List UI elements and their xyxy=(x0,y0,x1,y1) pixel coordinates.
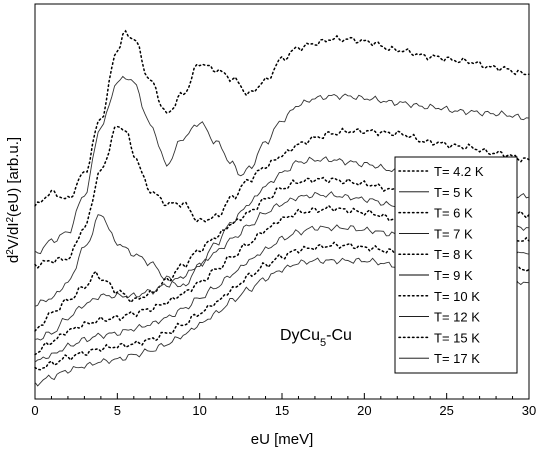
x-axis-label: eU [meV] xyxy=(251,431,314,448)
series-line-1 xyxy=(34,29,530,207)
series-line-3 xyxy=(34,125,530,270)
legend-label: T= 9 K xyxy=(434,268,473,283)
series-line-5 xyxy=(34,176,530,332)
x-tick-label: 10 xyxy=(192,403,206,418)
x-tick-label: 5 xyxy=(114,403,121,418)
x-tick-label: 30 xyxy=(522,403,536,418)
legend-label: T= 4.2 K xyxy=(434,164,484,179)
legend-label: T= 17 K xyxy=(434,351,480,366)
x-tick-label: 25 xyxy=(439,403,453,418)
annotation-sample-label: DyCu5-Cu xyxy=(280,327,352,349)
legend-label: T= 15 K xyxy=(434,330,480,345)
legend-box xyxy=(394,156,518,374)
legend-label: T= 5 K xyxy=(434,185,473,200)
x-tick-label: 15 xyxy=(275,403,289,418)
x-tick-label: 0 xyxy=(31,403,38,418)
y-axis-label: d2V/dI2(eU) [arb.u.] xyxy=(5,137,23,263)
legend-label: T= 7 K xyxy=(434,226,473,241)
legend-label: T= 12 K xyxy=(434,310,480,325)
legend-label: T= 10 K xyxy=(434,289,480,304)
legend-label: T= 6 K xyxy=(434,206,473,221)
series-line-2 xyxy=(34,75,530,255)
x-axis: 0 5 10 15 20 25 30 xyxy=(31,393,536,418)
legend: T= 4.2 K T= 5 K T= 6 K T= 7 K T= 8 K T= 9 K T=… xyxy=(394,156,518,374)
legend-label: T= 8 K xyxy=(434,247,473,262)
x-tick-label: 20 xyxy=(357,403,371,418)
